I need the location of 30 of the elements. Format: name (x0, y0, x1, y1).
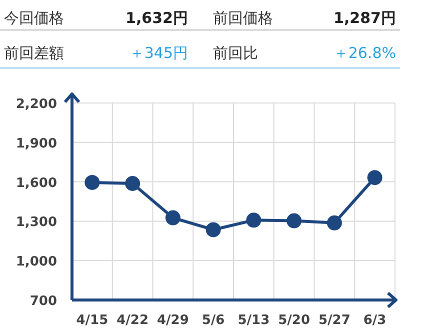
point (84, 174, 100, 190)
x-tick-label: 4/22 (116, 313, 149, 328)
x-tick-label: 5/20 (278, 313, 310, 328)
text: 前回価格 (213, 9, 273, 27)
point (165, 210, 180, 226)
x-tick-label: 5/27 (318, 313, 350, 328)
y-tick-label: 1,600 (16, 176, 57, 191)
y-tick-label: 1,000 (16, 254, 57, 270)
point (326, 215, 342, 230)
y-tick-label: 700 (30, 294, 57, 309)
text: 1,632円 (126, 9, 188, 27)
text: 1,287円 (334, 9, 396, 27)
text: 前回差額 (4, 44, 64, 62)
x-tick-label: 5/13 (238, 313, 270, 328)
point (246, 212, 262, 228)
y-tick-label: 1,300 (16, 215, 57, 230)
text: 前回比 (213, 44, 258, 62)
point (286, 213, 302, 228)
point (367, 170, 382, 186)
point (125, 176, 140, 192)
text: ＋26.8% (333, 44, 396, 62)
y-tick-label: 2,200 (16, 97, 57, 112)
x-tick-label: 5/6 (202, 313, 225, 328)
y-tick-label: 1,900 (16, 136, 57, 152)
x-tick-label: 4/15 (76, 313, 108, 328)
x-tick-label: 6/3 (363, 313, 386, 328)
point (206, 222, 221, 238)
text: ＋345円 (129, 44, 188, 62)
x-tick-label: 4/29 (156, 313, 189, 328)
text: 今回価格 (4, 9, 64, 27)
